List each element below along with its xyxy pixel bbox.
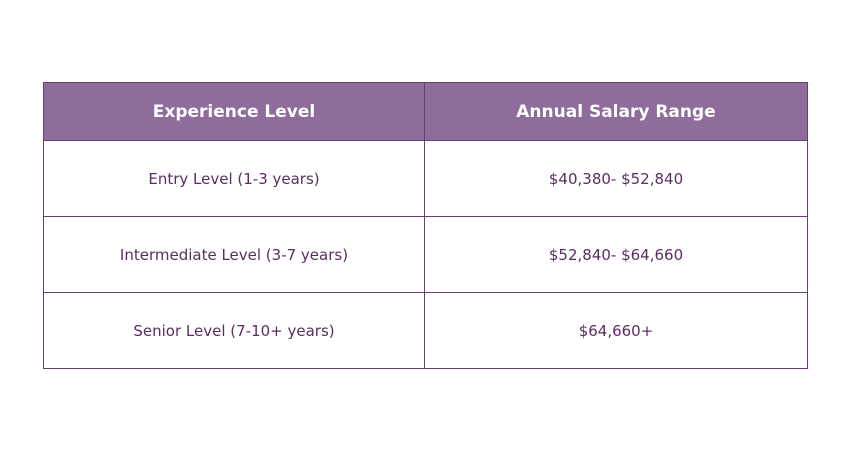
salary-range-cell: $64,660+ xyxy=(424,292,808,369)
table-row: Senior Level (7-10+ years) $64,660+ xyxy=(43,292,808,369)
table-row: Intermediate Level (3-7 years) $52,840- … xyxy=(43,216,808,293)
table-row: Entry Level (1-3 years) $40,380- $52,840 xyxy=(43,140,808,217)
experience-level-cell: Intermediate Level (3-7 years) xyxy=(43,216,425,293)
header-row: Experience Level Annual Salary Range xyxy=(43,82,808,141)
table-body: Entry Level (1-3 years) $40,380- $52,840… xyxy=(43,140,808,369)
table-header: Experience Level Annual Salary Range xyxy=(43,82,808,141)
experience-level-cell: Entry Level (1-3 years) xyxy=(43,140,425,217)
salary-range-cell: $40,380- $52,840 xyxy=(424,140,808,217)
header-experience-level: Experience Level xyxy=(43,82,425,141)
salary-range-cell: $52,840- $64,660 xyxy=(424,216,808,293)
experience-level-cell: Senior Level (7-10+ years) xyxy=(43,292,425,369)
salary-table: Experience Level Annual Salary Range Ent… xyxy=(43,82,808,369)
header-annual-salary-range: Annual Salary Range xyxy=(424,82,808,141)
